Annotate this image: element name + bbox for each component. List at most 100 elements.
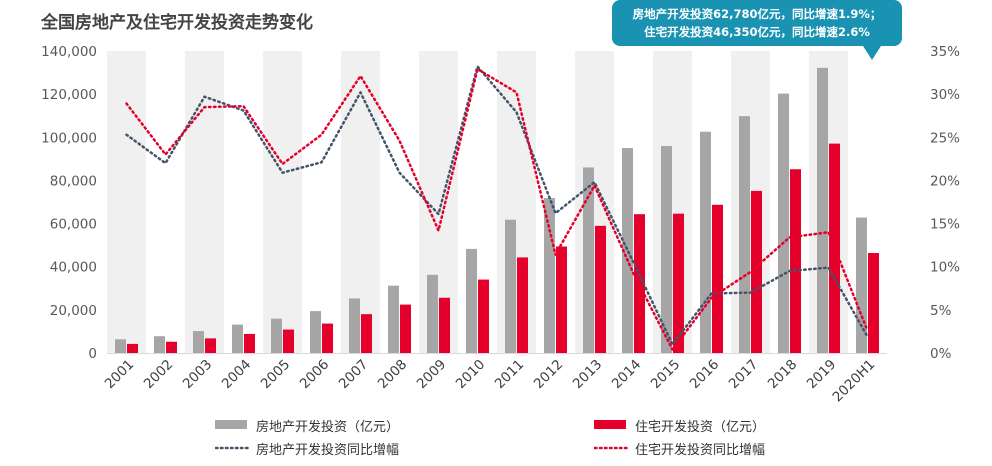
bar-realestate-investment	[349, 298, 360, 353]
bar-realestate-investment	[466, 248, 477, 353]
x-tick-label: 2013	[570, 357, 606, 393]
legend-swatch-housing-bar	[594, 420, 626, 429]
y-right-tick-label: 25%	[930, 130, 960, 146]
x-tick-label: 2006	[297, 357, 333, 393]
bar-realestate-investment	[622, 147, 633, 353]
x-tick-label: 2018	[765, 357, 801, 393]
background-band	[107, 51, 146, 353]
legend-label-housing-bar: 住宅开发投资（亿元）	[635, 420, 766, 435]
y-left-tick-label: 100,000	[41, 130, 97, 146]
background-band	[809, 51, 848, 353]
legend-swatch-realestate-bar	[215, 420, 247, 429]
bar-realestate-investment	[310, 311, 321, 353]
bar-housing-investment	[517, 257, 528, 353]
bar-housing-investment	[673, 213, 684, 353]
legend-realestate-growth: 房地产开发投资同比增幅	[215, 439, 399, 458]
bar-realestate-investment	[661, 145, 672, 353]
bar-realestate-investment	[544, 198, 555, 353]
y-right-tick-label: 5%	[930, 303, 952, 319]
callout-line-1: 房地产开发投资62,780亿元，同比增速1.9%；	[632, 7, 882, 21]
bar-realestate-investment	[700, 131, 711, 353]
y-left-tick-label: 60,000	[50, 217, 97, 233]
line-housing-growth	[125, 67, 869, 351]
x-tick-label: 2003	[180, 357, 216, 393]
bar-housing-investment	[127, 343, 138, 353]
bar-housing-investment	[322, 323, 333, 353]
y-right-tick-label: 10%	[930, 260, 960, 276]
x-tick-label: 2002	[141, 357, 177, 393]
callout-box: 房地产开发投资62,780亿元，同比增速1.9%； 住宅开发投资46,350亿元…	[612, 0, 902, 46]
bar-realestate-investment	[232, 324, 243, 353]
bar-realestate-investment	[271, 318, 282, 353]
legend-label-realestate-bar: 房地产开发投资（亿元）	[256, 420, 400, 435]
background-band	[263, 51, 302, 353]
x-tick-label: 2011	[492, 357, 528, 393]
x-tick-label: 2015	[648, 357, 684, 393]
x-tick-label: 2016	[687, 357, 723, 393]
bar-housing-investment	[439, 297, 450, 353]
bar-housing-investment	[244, 333, 255, 353]
legend-realestate-bar: 房地产开发投资（亿元）	[215, 416, 399, 435]
x-tick-label: 2012	[531, 357, 567, 393]
background-band	[575, 51, 614, 353]
x-tick-label: 2005	[258, 357, 294, 393]
bar-realestate-investment	[115, 339, 126, 353]
y-right-tick-label: 15%	[930, 217, 960, 233]
bar-realestate-investment	[388, 285, 399, 353]
callout-line-2: 住宅开发投资46,350亿元，同比增速2.6%	[644, 25, 870, 39]
x-tick-label: 2020H1	[829, 357, 878, 406]
bar-housing-investment	[868, 253, 879, 353]
chart-title: 全国房地产及住宅开发投资走势变化	[41, 13, 313, 33]
x-tick-label: 2014	[609, 357, 645, 393]
legend-housing-growth: 住宅开发投资同比增幅	[594, 439, 766, 458]
y-right-tick-label: 20%	[930, 173, 960, 189]
background-band	[497, 51, 536, 353]
y-left-tick-label: 40,000	[50, 260, 97, 276]
bar-housing-investment	[205, 338, 216, 353]
bar-housing-investment	[556, 246, 567, 353]
x-tick-label: 2007	[336, 357, 372, 393]
callout-pointer	[863, 46, 881, 60]
bar-realestate-investment	[193, 331, 204, 353]
bar-realestate-investment	[817, 67, 828, 353]
x-tick-label: 2009	[414, 357, 450, 393]
bar-realestate-investment	[583, 167, 594, 353]
bar-housing-investment	[166, 341, 177, 353]
y-right-tick-label: 30%	[930, 87, 960, 103]
y-right-tick-label: 0%	[930, 346, 952, 362]
bar-housing-investment	[283, 329, 294, 353]
background-band	[731, 51, 770, 353]
bar-realestate-investment	[778, 93, 789, 354]
legend-housing-bar: 住宅开发投资（亿元）	[594, 416, 766, 435]
bar-housing-investment	[595, 225, 606, 353]
bar-realestate-investment	[154, 336, 165, 353]
bar-housing-investment	[790, 169, 801, 353]
legend-swatch-housing-growth	[594, 446, 629, 450]
legend-label-housing-growth: 住宅开发投资同比增幅	[635, 443, 766, 458]
y-left-tick-label: 140,000	[41, 44, 97, 60]
bar-housing-investment	[712, 204, 723, 353]
x-tick-label: 2008	[375, 357, 411, 393]
bar-housing-investment	[751, 190, 762, 353]
y-right-tick-label: 35%	[930, 44, 960, 60]
y-left-tick-label: 120,000	[41, 87, 97, 103]
bar-housing-investment	[478, 279, 489, 353]
legend-swatch-realestate-growth	[215, 446, 250, 450]
line-realestate-growth	[125, 65, 869, 346]
x-tick-label: 2001	[102, 357, 138, 393]
y-left-tick-label: 80,000	[50, 173, 97, 189]
bar-realestate-investment	[856, 217, 867, 353]
x-tick-label: 2017	[726, 357, 762, 393]
bar-realestate-investment	[739, 116, 750, 353]
y-left-tick-label: 20,000	[50, 303, 97, 319]
y-left-tick-label: 0	[88, 346, 97, 362]
x-tick-label: 2019	[804, 357, 840, 393]
background-band	[653, 51, 692, 353]
bar-housing-investment	[361, 314, 372, 353]
x-tick-label: 2004	[219, 357, 255, 393]
bar-housing-investment	[400, 304, 411, 353]
legend-label-realestate-growth: 房地产开发投资同比增幅	[256, 443, 400, 458]
background-band	[341, 51, 380, 353]
x-tick-label: 2010	[453, 357, 489, 393]
